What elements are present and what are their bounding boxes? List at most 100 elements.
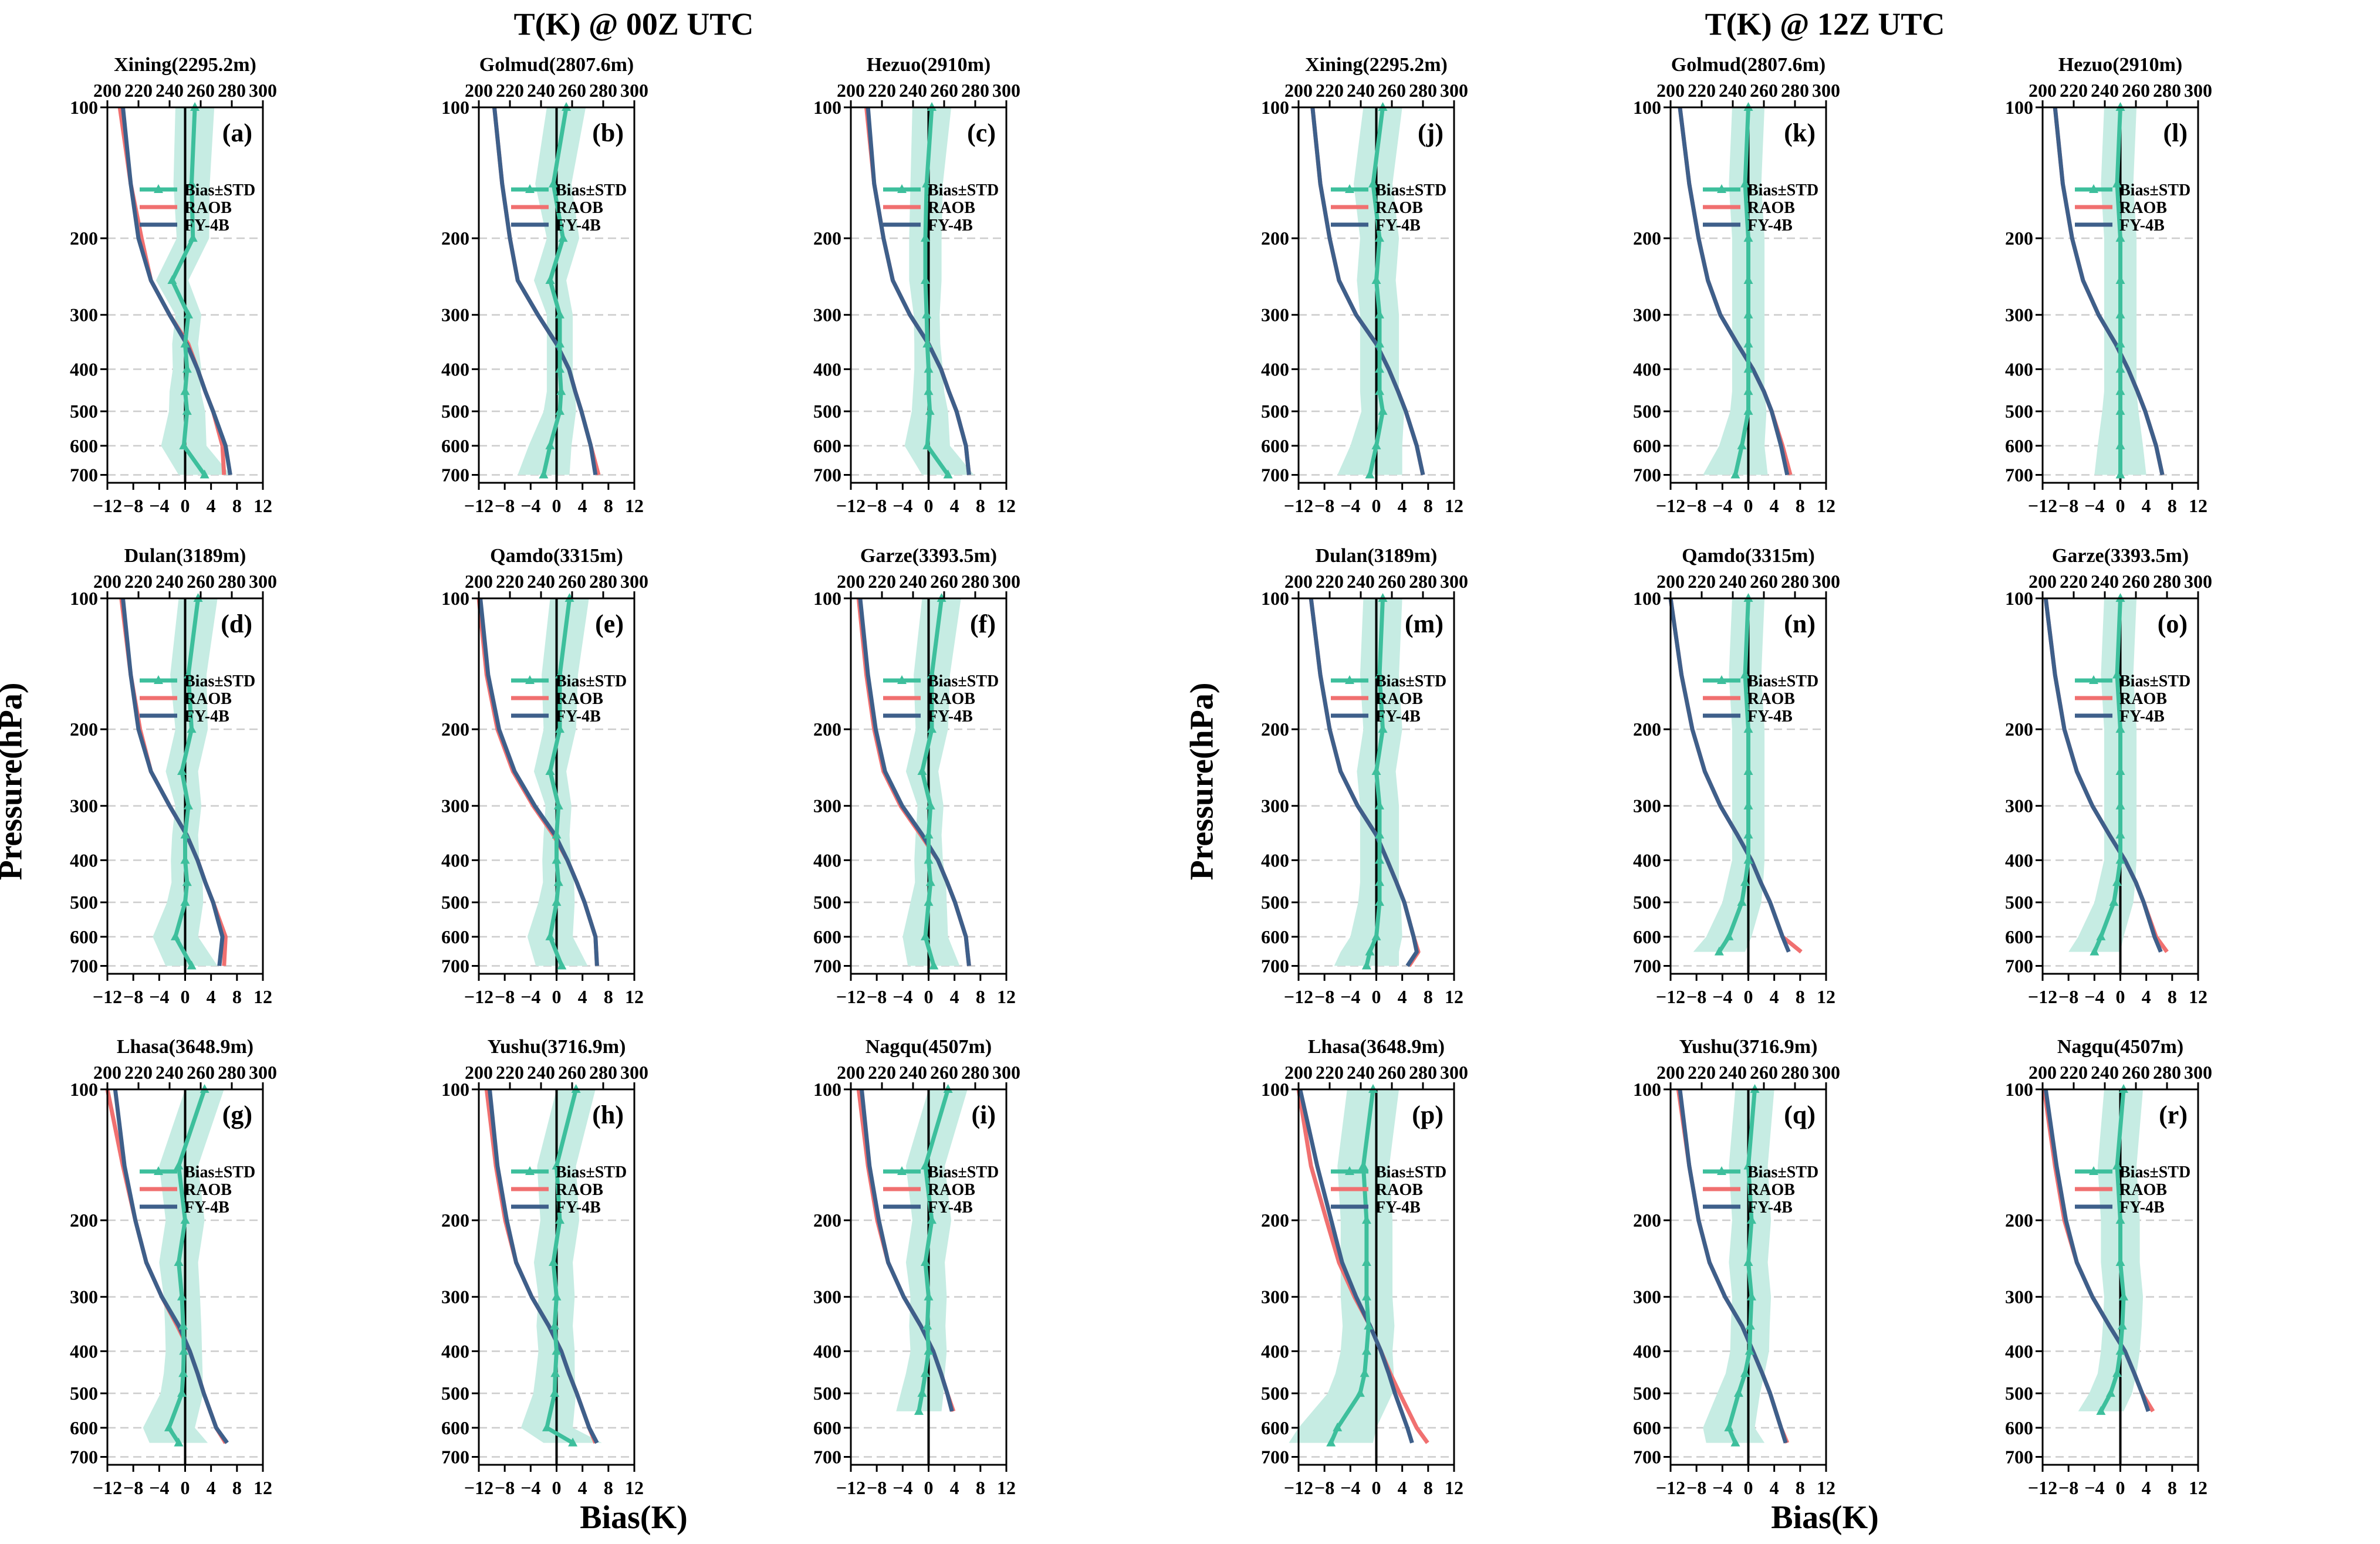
bias-marker (2112, 877, 2122, 886)
panel-letter: (q) (1784, 1101, 1816, 1129)
temp-tick-label: 260 (1378, 571, 1406, 592)
bias-tick-label: −12 (464, 495, 493, 516)
pressure-tick-label: 600 (70, 435, 98, 456)
bias-marker (1743, 855, 1753, 864)
station-title: Xining(2295.2m) (114, 54, 256, 76)
bias-marker (2115, 469, 2125, 479)
bias-tick-label: 4 (1398, 495, 1407, 516)
bias-tick-label: −4 (2084, 986, 2104, 1007)
pressure-tick-label: 600 (1633, 435, 1661, 456)
legend-label: FY-4B (1747, 1198, 1793, 1217)
pressure-tick-label: 400 (70, 849, 98, 871)
pressure-tick-label: 500 (441, 1383, 469, 1404)
bias-marker (558, 233, 568, 242)
temp-tick-label: 280 (1781, 571, 1809, 592)
pressure-tick-label: 200 (813, 719, 841, 740)
temp-tick-label: 260 (1750, 80, 1778, 101)
pressure-tick-label: 700 (2005, 955, 2033, 976)
legend-label: RAOB (184, 199, 232, 217)
bias-marker (1743, 364, 1753, 373)
temp-tick-label: 300 (992, 571, 1020, 592)
bias-tick-label: 0 (2116, 986, 2125, 1007)
bias-tick-label: 8 (2168, 986, 2177, 1007)
bias-marker (2090, 946, 2100, 956)
pressure-tick-label: 400 (1633, 849, 1661, 871)
fy4b-line (860, 1089, 954, 1412)
pressure-tick-label: 100 (1261, 588, 1289, 609)
temp-tick-label: 200 (465, 1062, 493, 1083)
bias-marker (1743, 724, 1753, 733)
title-12z: T(K) @ 12Z UTC (1705, 6, 1945, 42)
legend-marker (2089, 1166, 2098, 1175)
pressure-tick-label: 600 (70, 1417, 98, 1438)
bias-tick-label: −12 (1284, 495, 1313, 516)
legend-label: Bias±STD (1375, 1163, 1446, 1181)
station-title: Golmud(2807.6m) (1671, 54, 1826, 76)
pressure-tick-label: 400 (813, 1340, 841, 1362)
bias-tick-label: 4 (950, 986, 959, 1007)
bias-marker (545, 440, 555, 449)
fy4b-line (2053, 107, 2165, 476)
temp-tick-label: 260 (558, 1062, 586, 1083)
temp-tick-label: 220 (2060, 80, 2088, 101)
legend-label: RAOB (1747, 690, 1795, 708)
temp-tick-label: 240 (2091, 571, 2119, 592)
legend-label: FY-4B (2119, 1198, 2165, 1217)
bias-marker (924, 855, 934, 864)
temp-tick-label: 280 (1409, 80, 1437, 101)
temp-tick-label: 200 (93, 80, 121, 101)
bias-tick-label: −4 (149, 986, 169, 1007)
pressure-tick-label: 600 (441, 1417, 469, 1438)
bias-marker (924, 364, 934, 373)
legend-label: RAOB (1375, 1181, 1423, 1199)
temp-tick-label: 220 (2060, 571, 2088, 592)
bias-tick-label: −12 (2028, 1477, 2057, 1498)
bias-tick-label: 0 (2116, 1477, 2125, 1498)
pressure-tick-label: 200 (2005, 719, 2033, 740)
bias-marker (553, 800, 563, 810)
temp-tick-label: 240 (527, 1062, 555, 1083)
pressure-tick-label: 400 (441, 849, 469, 871)
bias-tick-label: −4 (1340, 986, 1360, 1007)
bias-tick-label: −12 (1656, 986, 1685, 1007)
bias-tick-label: −4 (520, 1477, 540, 1498)
bias-marker (552, 829, 562, 839)
legend-marker (1717, 184, 1726, 193)
bias-tick-label: 8 (976, 1477, 985, 1498)
fy4b-line (858, 598, 971, 966)
bias-marker (552, 1291, 562, 1301)
temp-tick-label: 280 (1409, 571, 1437, 592)
pressure-tick-label: 700 (1633, 464, 1661, 485)
legend-marker (1345, 184, 1354, 193)
temp-tick-label: 240 (899, 1062, 927, 1083)
legend-label: FY-4B (184, 1198, 229, 1217)
fy4b-line (113, 1089, 229, 1444)
bias-tick-label: −8 (1314, 1477, 1334, 1498)
temp-tick-label: 200 (2029, 1062, 2057, 1083)
bias-tick-label: −4 (149, 495, 169, 516)
legend-label: RAOB (2119, 1181, 2167, 1199)
pressure-tick-label: 600 (441, 435, 469, 456)
bias-marker (180, 829, 190, 839)
bias-tick-label: 0 (2116, 495, 2125, 516)
pressure-tick-label: 600 (1633, 926, 1661, 947)
bias-marker (922, 309, 932, 319)
bias-marker (920, 275, 930, 285)
bias-marker (1740, 178, 1750, 188)
pressure-tick-label: 700 (70, 1446, 98, 1467)
bias-marker (1378, 724, 1388, 733)
pressure-tick-label: 400 (1633, 1340, 1661, 1362)
pressure-tick-label: 300 (2005, 795, 2033, 817)
legend-label: FY-4B (184, 707, 229, 726)
bias-marker (1326, 1437, 1336, 1447)
legend-label: Bias±STD (2119, 1163, 2190, 1181)
temp-tick-label: 280 (1781, 1062, 1809, 1083)
temp-tick-label: 260 (1750, 571, 1778, 592)
temp-tick-label: 240 (155, 571, 184, 592)
temp-tick-label: 240 (155, 80, 184, 101)
bias-marker (2115, 829, 2125, 839)
bias-marker (568, 1437, 578, 1447)
bias-tick-label: −8 (495, 495, 515, 516)
legend-label: RAOB (556, 1181, 603, 1199)
